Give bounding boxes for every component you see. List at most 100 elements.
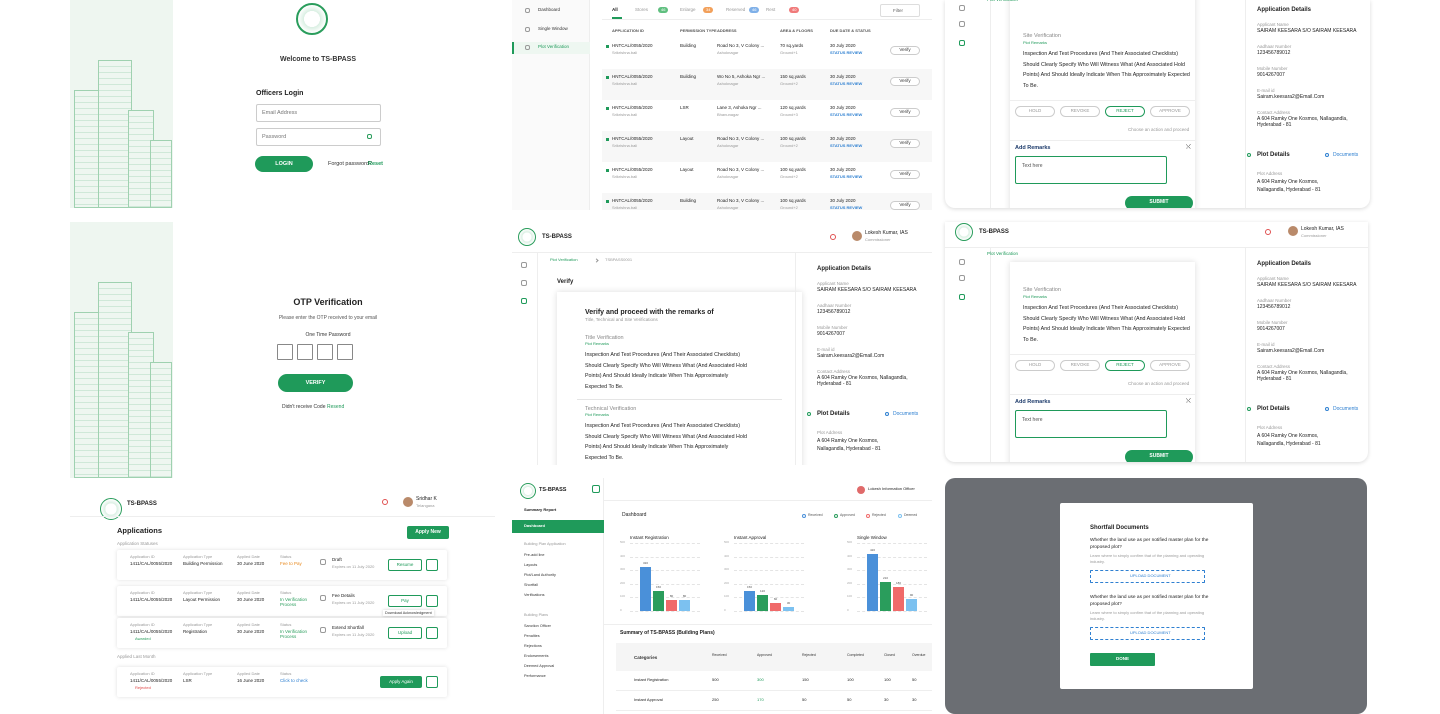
filter-button[interactable]: Filter bbox=[880, 4, 920, 17]
action-button[interactable]: HOLD bbox=[1015, 106, 1055, 117]
tab-label[interactable]: Rest bbox=[766, 7, 776, 12]
y-tick-label: 500 bbox=[620, 540, 626, 544]
close-icon[interactable] bbox=[1186, 398, 1191, 403]
status-link[interactable]: STATUS REVIEW bbox=[830, 205, 863, 210]
remarks-input[interactable] bbox=[1015, 156, 1167, 184]
nav-item[interactable]: Dashboard bbox=[524, 523, 545, 528]
nav-item[interactable]: Pre-add line bbox=[524, 553, 545, 557]
documents-link[interactable]: Documents bbox=[1333, 152, 1359, 158]
field-value: Registration bbox=[183, 629, 208, 634]
applicant: Srikrishna.bali bbox=[612, 112, 638, 117]
submit-button[interactable]: SUBMIT bbox=[1125, 450, 1193, 462]
document-name: Draft bbox=[332, 557, 342, 562]
nav-item[interactable]: Plot Verification bbox=[538, 44, 570, 49]
verify-button[interactable]: Verify bbox=[890, 139, 920, 148]
status-link[interactable]: STATUS REVIEW bbox=[830, 81, 863, 86]
otp-digit[interactable] bbox=[317, 344, 333, 360]
grid-line bbox=[630, 570, 700, 572]
action-button[interactable]: Pay bbox=[388, 595, 422, 607]
brand: TS-BPASS bbox=[979, 229, 1009, 235]
apply-new-button[interactable]: Apply New bbox=[407, 526, 449, 539]
nav-item[interactable]: Rejections bbox=[524, 644, 542, 648]
verify-button[interactable]: Verify bbox=[890, 46, 920, 55]
documents-link[interactable]: Documents bbox=[1333, 406, 1359, 412]
nav-item[interactable]: Verifications bbox=[524, 593, 545, 597]
icon bbox=[885, 412, 889, 416]
documents-link[interactable]: Documents bbox=[893, 411, 919, 417]
email-input[interactable] bbox=[256, 104, 381, 122]
document-name: Extend Shortfall bbox=[332, 625, 364, 630]
nav-item[interactable]: Layouts bbox=[524, 563, 538, 567]
field-value: LSR bbox=[183, 678, 192, 683]
field-value: 123456789012 bbox=[1257, 304, 1291, 310]
nav-item[interactable]: Penalties bbox=[524, 634, 540, 638]
bar bbox=[880, 582, 891, 611]
flag bbox=[606, 76, 609, 79]
nav-item[interactable]: Endorsements bbox=[524, 654, 549, 658]
y-tick-label: 400 bbox=[620, 553, 626, 558]
status-link[interactable]: STATUS REVIEW bbox=[830, 174, 863, 179]
field-label: Contact Address bbox=[1257, 110, 1291, 115]
action-button[interactable]: REJECT bbox=[1105, 106, 1145, 117]
status-link[interactable]: STATUS REVIEW bbox=[830, 112, 863, 117]
action-button[interactable]: HOLD bbox=[1015, 360, 1055, 371]
nav-item[interactable]: Dashboard bbox=[538, 7, 561, 12]
action-button[interactable]: APPROVE bbox=[1150, 360, 1190, 371]
nav-item[interactable]: Performance bbox=[524, 674, 546, 678]
nav-item[interactable]: Single Window bbox=[538, 26, 568, 31]
nav-item[interactable]: Shortfall bbox=[524, 583, 538, 587]
otp-digit[interactable] bbox=[297, 344, 313, 360]
otp-digit[interactable] bbox=[277, 344, 293, 360]
download-button[interactable] bbox=[426, 595, 438, 607]
password-input[interactable] bbox=[256, 128, 381, 146]
details-title: Application Details bbox=[1257, 7, 1312, 13]
value-label: 30 bbox=[786, 600, 791, 605]
sidebar-divider bbox=[990, 222, 991, 462]
field-label: Application ID bbox=[130, 671, 155, 676]
download-button[interactable] bbox=[426, 676, 438, 688]
verify-button[interactable]: Verify bbox=[890, 170, 920, 179]
tab-label[interactable]: Reserved bbox=[726, 7, 746, 12]
download-button[interactable] bbox=[426, 559, 438, 571]
action-button[interactable]: APPROVE bbox=[1150, 106, 1190, 117]
action-button[interactable]: REJECT bbox=[1105, 360, 1145, 371]
download-button[interactable] bbox=[426, 627, 438, 639]
tab-label[interactable]: Stores bbox=[635, 7, 649, 12]
status-link[interactable]: STATUS REVIEW bbox=[830, 50, 863, 55]
verify-button[interactable]: Verify bbox=[890, 77, 920, 86]
close-icon[interactable] bbox=[1186, 144, 1191, 149]
otp-digit[interactable] bbox=[337, 344, 353, 360]
remarks-input[interactable] bbox=[1015, 410, 1167, 438]
resend-link[interactable]: Resend bbox=[327, 404, 345, 410]
nav-item[interactable]: Sanction Officer bbox=[524, 624, 551, 628]
grid-line bbox=[857, 597, 927, 599]
action-button[interactable]: REVOKE bbox=[1060, 106, 1100, 117]
action-button[interactable]: REVOKE bbox=[1060, 360, 1100, 371]
remarks-placeholder: Text here bbox=[1022, 163, 1043, 169]
status-link[interactable]: STATUS REVIEW bbox=[830, 143, 863, 148]
upload-box[interactable] bbox=[1090, 570, 1205, 583]
action-button[interactable]: Apply Again bbox=[380, 676, 422, 688]
field-label: Application ID bbox=[130, 590, 155, 595]
icon bbox=[320, 627, 326, 633]
login-button[interactable]: LOGIN bbox=[255, 156, 313, 172]
nav-item[interactable]: Plot/Land Authority bbox=[524, 573, 556, 577]
nav-item[interactable]: Summary Report bbox=[524, 507, 557, 512]
action-button[interactable]: Upload bbox=[388, 627, 422, 639]
nav-item[interactable]: Deemed Approval bbox=[524, 664, 555, 668]
verify-button[interactable]: Verify bbox=[890, 201, 920, 210]
address: Road No 3, V Colony ... bbox=[717, 167, 765, 172]
action-button[interactable]: Resume bbox=[388, 559, 422, 571]
upload-box[interactable] bbox=[1090, 627, 1205, 640]
tab-label[interactable]: All bbox=[612, 7, 618, 12]
submit-button[interactable]: SUBMIT bbox=[1125, 196, 1193, 208]
add-remarks: Add Remarks bbox=[1015, 399, 1051, 405]
verify-button[interactable]: Verify bbox=[890, 108, 920, 117]
reset-link[interactable]: Reset bbox=[368, 161, 383, 167]
active-indicator bbox=[512, 42, 590, 54]
field-label: E-mail id bbox=[1257, 342, 1275, 347]
done-button[interactable]: DONE bbox=[1090, 653, 1155, 666]
verify-button[interactable]: VERIFY bbox=[278, 374, 353, 392]
tab-label[interactable]: Enlarge bbox=[680, 7, 696, 12]
section-sub: Plot Remarks bbox=[1023, 294, 1048, 299]
